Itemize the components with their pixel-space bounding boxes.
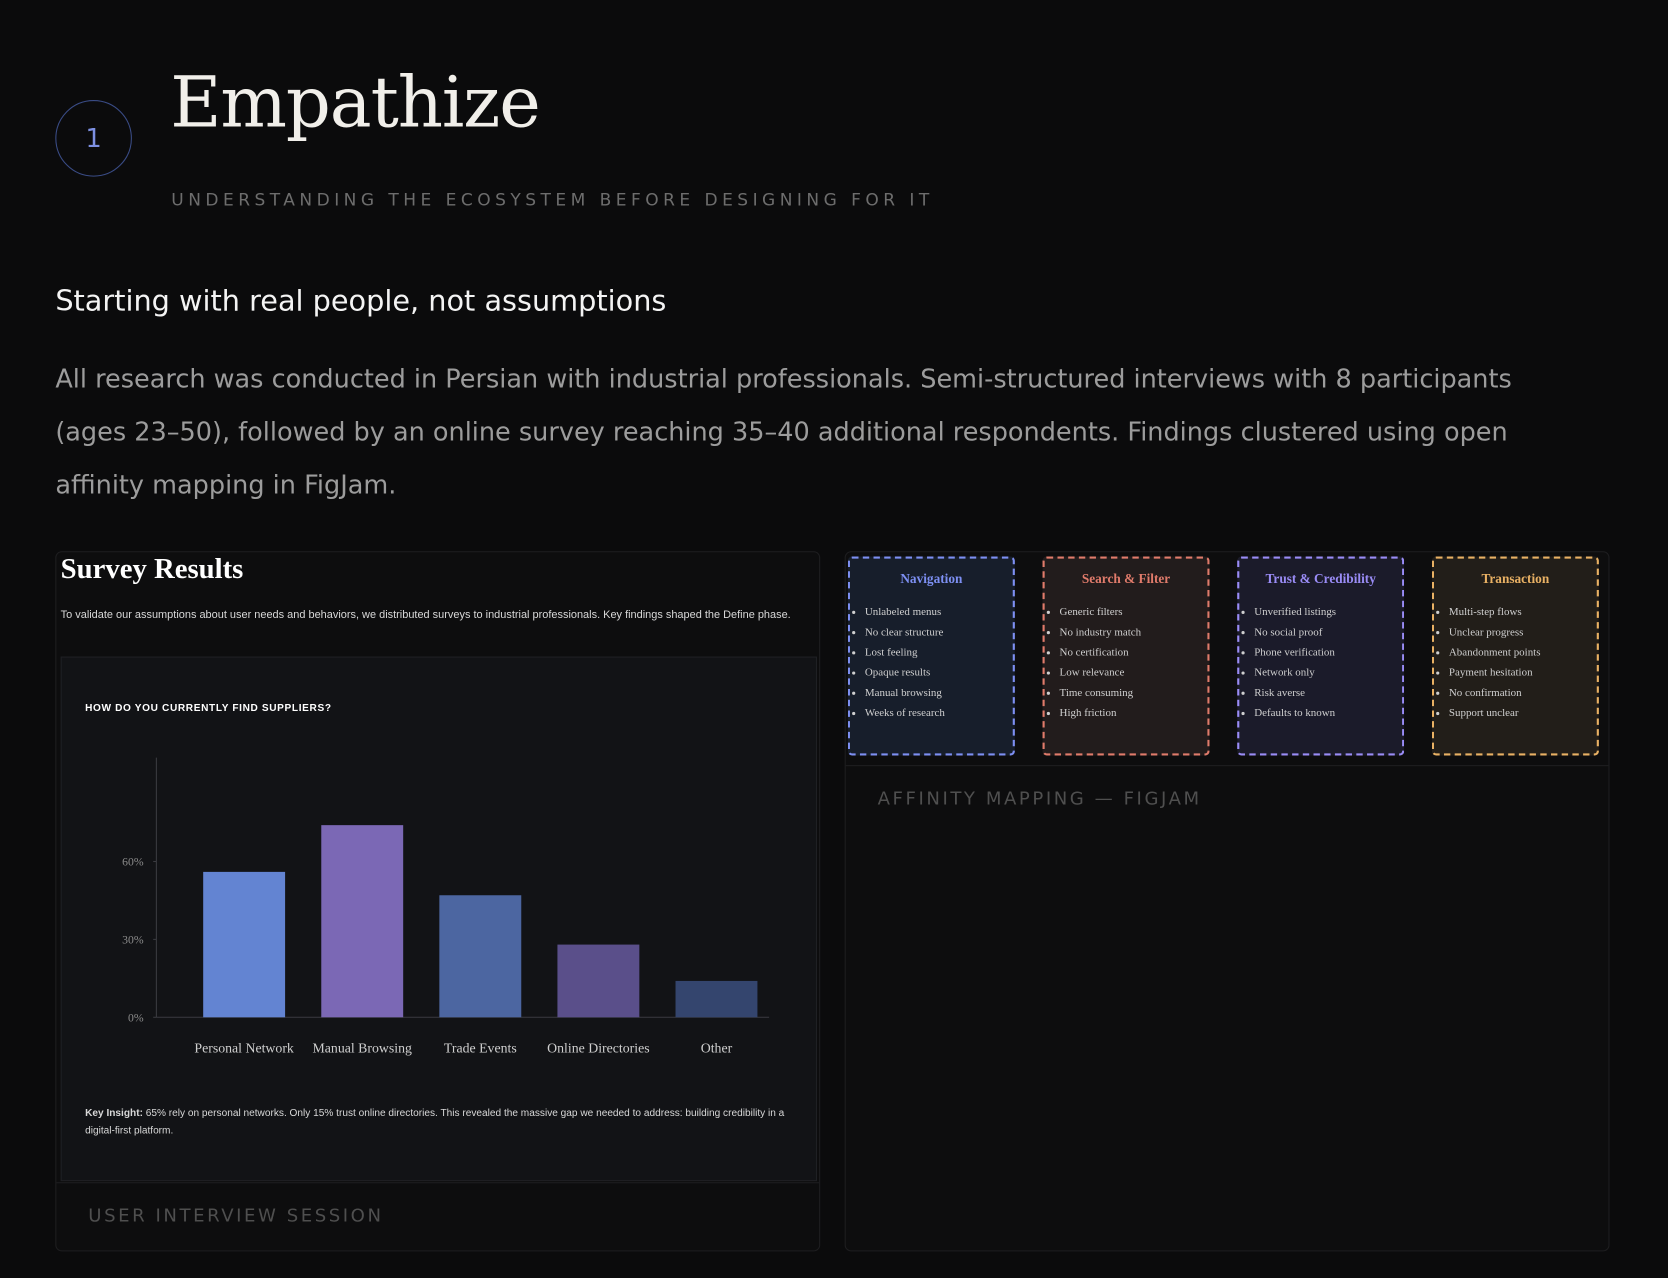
bar: [557, 944, 640, 1018]
affinity-group: Transaction Multi-step flowsUnclear progr…: [1431, 556, 1599, 756]
x-tick-label: Online Directories: [547, 1040, 650, 1055]
group-item: Unlabeled menus: [865, 602, 1013, 622]
affinity-group: Search & Filter Generic filtersNo industr…: [1042, 556, 1210, 756]
bar: [675, 980, 758, 1018]
chart-title: HOW DO YOU CURRENTLY FIND SUPPLIERS?: [85, 703, 332, 714]
group-item: Unclear progress: [1449, 622, 1597, 642]
insight-label: Key Insight:: [85, 1107, 143, 1120]
step-badge: 1: [55, 100, 132, 177]
group-item: Manual browsing: [865, 683, 1013, 703]
y-tick-label: 30%: [122, 934, 144, 947]
affinity-card: Navigation Unlabeled menusNo clear struct…: [844, 551, 1610, 1252]
x-tick-label: Personal Network: [194, 1040, 294, 1055]
group-item: High friction: [1060, 703, 1208, 723]
survey-title: Survey Results: [60, 552, 244, 585]
group-title: Search & Filter: [1081, 571, 1171, 587]
y-tick-label: 0%: [128, 1012, 144, 1025]
survey-card: Survey Results To validate our assumptio…: [55, 551, 821, 1252]
x-tick-label: Other: [701, 1040, 733, 1055]
group-item: Defaults to known: [1254, 703, 1402, 723]
key-insight: Key Insight: 65% rely on personal networ…: [85, 1106, 787, 1140]
group-item: Abandonment points: [1449, 643, 1597, 663]
insight-text: 65% rely on personal networks. Only 15% …: [85, 1107, 785, 1137]
group-item: Risk averse: [1254, 683, 1402, 703]
group-item: Phone verification: [1254, 643, 1402, 663]
group-item: Low relevance: [1060, 663, 1208, 683]
divider: [845, 765, 1609, 767]
group-item: Generic filters: [1060, 602, 1208, 622]
group-items: Unverified listingsNo social proofPhone …: [1239, 602, 1402, 723]
caption: AFFINITY MAPPING — FIGJAM: [877, 788, 1202, 810]
section-subtitle: UNDERSTANDING THE ECOSYSTEM BEFORE DESIG…: [171, 189, 934, 210]
group-item: No confirmation: [1449, 683, 1597, 703]
divider: [56, 1182, 820, 1184]
bar: [321, 825, 404, 1018]
survey-description: To validate our assumptions about user n…: [60, 609, 791, 622]
affinity-group: Navigation Unlabeled menusNo clear struct…: [847, 556, 1015, 756]
group-items: Multi-step flowsUnclear progressAbandonm…: [1434, 602, 1597, 723]
group-item: No social proof: [1254, 622, 1402, 642]
y-tick-label: 60%: [122, 856, 144, 869]
chart: HOW DO YOU CURRENTLY FIND SUPPLIERS? 0% 3…: [85, 703, 770, 1055]
group-items: Generic filtersNo industry matchNo certi…: [1045, 602, 1208, 723]
affinity-group: Trust & Credibility Unverified listingsNo…: [1237, 556, 1405, 756]
group-item: Network only: [1254, 663, 1402, 683]
group-items: Unlabeled menusNo clear structureLost fe…: [850, 602, 1013, 723]
group-item: Unverified listings: [1254, 602, 1402, 622]
x-tick-label: Trade Events: [444, 1040, 517, 1055]
group-item: No clear structure: [865, 622, 1013, 642]
x-tick-label: Manual Browsing: [312, 1040, 412, 1055]
caption: USER INTERVIEW SESSION: [88, 1205, 384, 1227]
bar: [439, 895, 522, 1018]
chart-card: HOW DO YOU CURRENTLY FIND SUPPLIERS? 0% 3…: [60, 656, 817, 1182]
bar: [203, 871, 286, 1018]
group-title: Transaction: [1481, 571, 1550, 587]
group-item: Multi-step flows: [1449, 602, 1597, 622]
section-title: Empathize: [170, 61, 541, 144]
group-item: Opaque results: [865, 663, 1013, 683]
group-item: Lost feeling: [865, 643, 1013, 663]
group-title: Navigation: [900, 571, 963, 587]
group-item: Time consuming: [1060, 683, 1208, 703]
group-item: No certification: [1060, 643, 1208, 663]
group-item: Payment hesitation: [1449, 663, 1597, 683]
group-item: No industry match: [1060, 622, 1208, 642]
group-title: Trust & Credibility: [1265, 571, 1376, 587]
group-item: Support unclear: [1449, 703, 1597, 723]
group-item: Weeks of research: [865, 703, 1013, 723]
intro-heading: Starting with real people, not assumptio…: [55, 285, 667, 319]
intro-body: All research was conducted in Persian wi…: [55, 363, 1512, 501]
